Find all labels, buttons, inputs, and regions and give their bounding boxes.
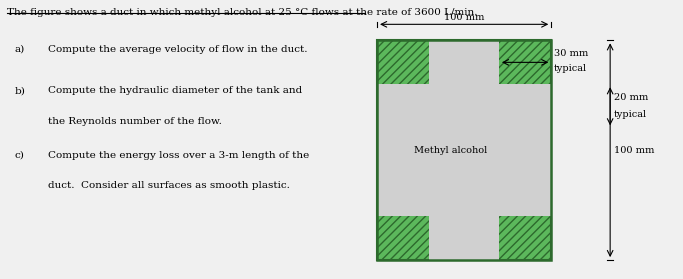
Text: 20 mm: 20 mm	[614, 93, 648, 102]
Text: Compute the hydraulic diameter of the tank and: Compute the hydraulic diameter of the ta…	[48, 86, 302, 95]
Bar	[377, 40, 551, 260]
Text: 30 mm: 30 mm	[554, 49, 588, 58]
Text: The figure shows a duct in which methyl alcohol at 25 °C flows at the rate of 36: The figure shows a duct in which methyl …	[8, 8, 478, 17]
Bar	[430, 40, 499, 260]
Text: Compute the energy loss over a 3-m length of the: Compute the energy loss over a 3-m lengt…	[48, 151, 309, 160]
Bar	[377, 40, 551, 260]
Text: typical: typical	[554, 64, 587, 73]
Text: a): a)	[15, 45, 25, 54]
Bar	[377, 84, 551, 216]
Text: b): b)	[15, 86, 26, 95]
Text: Methyl alcohol: Methyl alcohol	[414, 146, 487, 155]
Text: 100 mm: 100 mm	[444, 13, 484, 22]
Text: the Reynolds number of the flow.: the Reynolds number of the flow.	[48, 117, 222, 126]
Text: 100 mm: 100 mm	[614, 146, 654, 155]
Text: c): c)	[15, 151, 25, 160]
Text: duct.  Consider all surfaces as smooth plastic.: duct. Consider all surfaces as smooth pl…	[48, 181, 290, 190]
Text: typical: typical	[614, 110, 647, 119]
Text: Compute the average velocity of flow in the duct.: Compute the average velocity of flow in …	[48, 45, 307, 54]
